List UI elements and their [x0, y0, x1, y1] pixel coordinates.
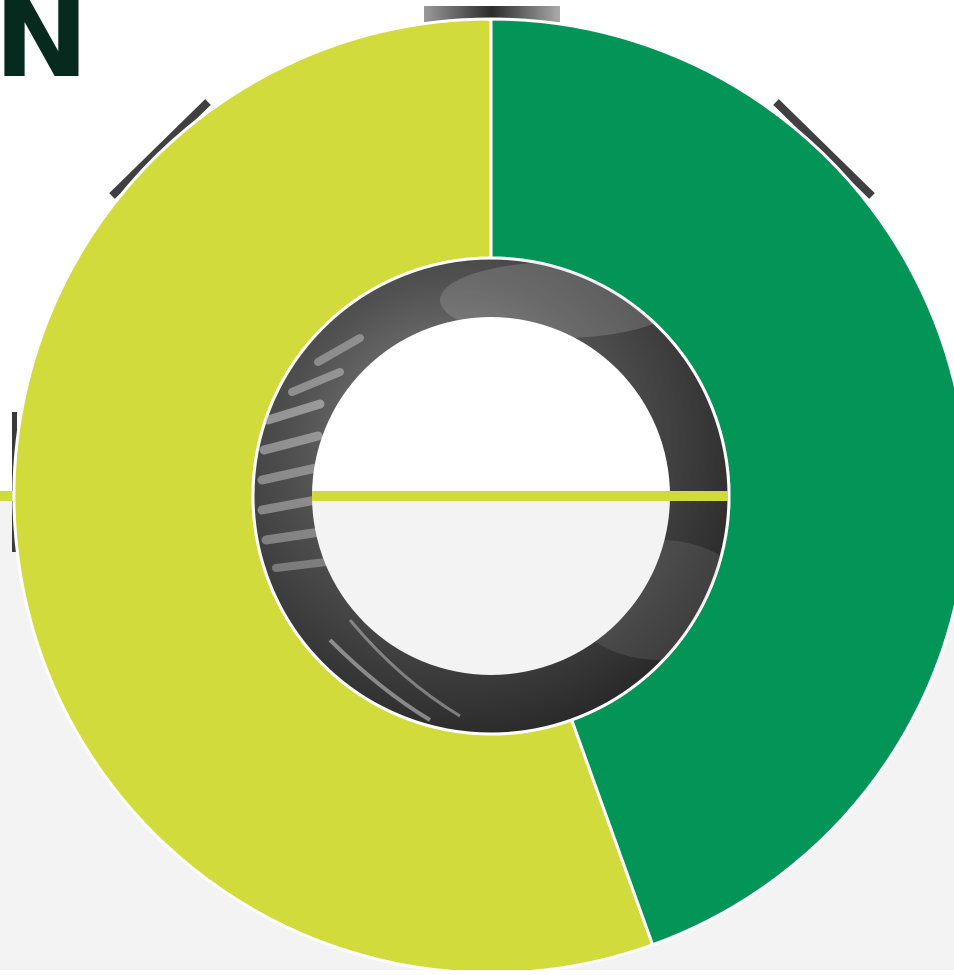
center-hole — [312, 317, 670, 675]
left-slash-decoration — [109, 99, 211, 199]
accent-line-left — [0, 491, 20, 501]
slide-heading: N — [0, 0, 89, 102]
top-bar-decoration — [424, 6, 560, 22]
right-slash-decoration — [773, 99, 875, 199]
accent-line-center — [312, 491, 728, 501]
